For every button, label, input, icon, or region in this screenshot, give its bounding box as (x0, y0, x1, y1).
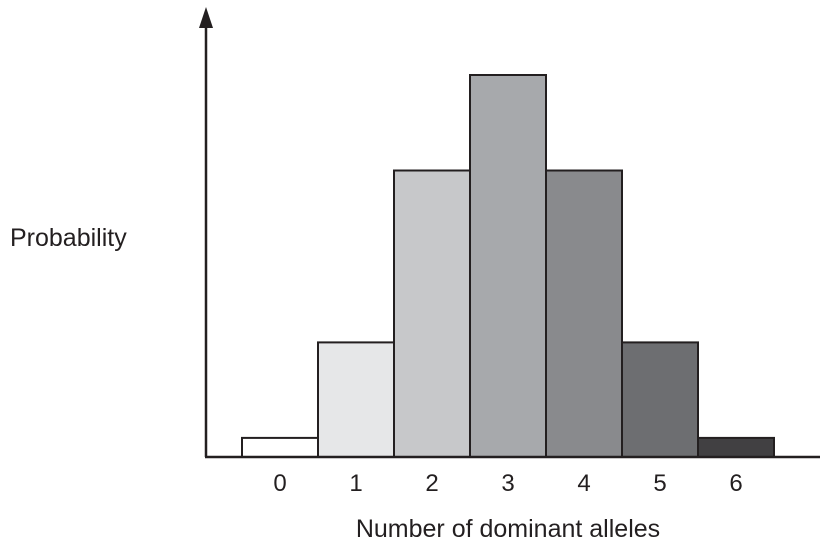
bars-group (241, 74, 775, 458)
x-tick-label-1: 1 (349, 470, 362, 497)
bar-3 (469, 74, 547, 458)
bar-0 (241, 436, 319, 458)
y-axis-title: Probability (10, 224, 127, 252)
bar-5 (621, 341, 699, 458)
x-tick-label-3: 3 (501, 470, 514, 497)
x-tick-label-5: 5 (653, 470, 666, 497)
bar-6 (697, 436, 775, 458)
x-tick-label-4: 4 (577, 470, 590, 497)
bar-1 (317, 341, 395, 458)
x-tick-label-0: 0 (273, 470, 286, 497)
bar-4 (545, 169, 623, 458)
axes-group (199, 7, 820, 459)
x-tick-label-2: 2 (425, 470, 438, 497)
y-axis-arrowhead (199, 7, 213, 28)
x-axis-title: Number of dominant alleles (356, 515, 660, 543)
x-tick-label-6: 6 (729, 470, 742, 497)
x-tick-labels: 0 1 2 3 4 5 6 (273, 470, 742, 497)
bar-2 (393, 169, 471, 458)
